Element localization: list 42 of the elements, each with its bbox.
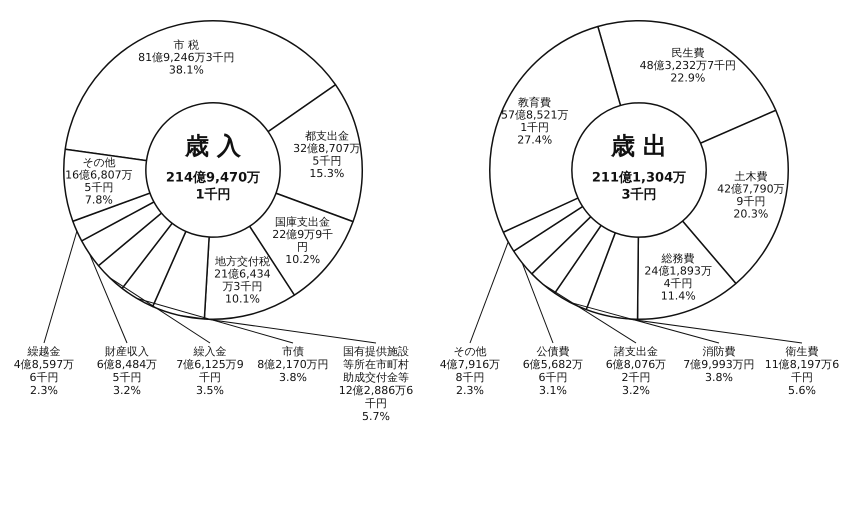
slice-label: 土木費 bbox=[734, 170, 768, 183]
slice-label: その他 bbox=[454, 344, 486, 358]
slice-label: 衛生費 bbox=[786, 344, 818, 358]
data-label: 4億7,916万 8千円 2.3% bbox=[440, 358, 500, 397]
slice-label: 繰越金 bbox=[26, 344, 60, 358]
slice-label: 国庫支出金 bbox=[275, 216, 330, 229]
data-label: 4億8,597万 6千円 2.3% bbox=[14, 358, 74, 397]
slice-label: 地方交付税 bbox=[214, 255, 270, 268]
data-label: 11億8,197万6千円 5.6% bbox=[764, 358, 840, 397]
slice-label: 国有提供施設等所在市町村助成交付金等 bbox=[343, 344, 409, 384]
data-label: 42億7,790万 9千円 20.3% bbox=[717, 182, 785, 220]
slice-label: 市 税 bbox=[174, 38, 200, 52]
data-label: 7億6,125万9千円 3.5% bbox=[176, 358, 244, 397]
slice-label: 民生費 bbox=[671, 46, 704, 60]
data-label: 57億8,521万 1千円 27.4% bbox=[500, 108, 568, 147]
slice-label: 公債費 bbox=[536, 344, 570, 358]
data-label: 12億2,886万6千円 5.7% bbox=[338, 384, 414, 423]
text: 歳 入 bbox=[184, 132, 242, 160]
data-label: 6億8,484万 5千円 3.2% bbox=[96, 358, 158, 397]
slice-label: 都支出金 bbox=[304, 130, 349, 143]
data-label: 8億2,170万円 3.8% bbox=[257, 358, 329, 384]
slice-label: 財産収入 bbox=[105, 344, 149, 358]
data-label: 32億8,707万 5千円 15.3% bbox=[293, 142, 361, 180]
slice-label: 消防費 bbox=[702, 344, 736, 358]
data-label: 6億5,682万 6千円 3.1% bbox=[522, 358, 584, 397]
slice-label: 総務費 bbox=[660, 252, 695, 265]
data-label: 21億6,434万3千円 10.1% bbox=[214, 268, 271, 306]
data-label: 7億9,993万円 3.8% bbox=[683, 358, 755, 384]
data-label: 48億3,232万7千円 22.9% bbox=[640, 59, 736, 85]
slice-label: 繰入金 bbox=[192, 344, 226, 358]
data-label: 24億1,893万4千円 11.4% bbox=[644, 264, 712, 302]
data-label: 6億8,076万 2千円 3.2% bbox=[606, 358, 666, 397]
data-label: 81億9,246万3千円 38.1% bbox=[138, 51, 235, 77]
text: 214億9,470万 1千円 bbox=[166, 169, 260, 202]
data-label: 16億6,807万 5千円 7.8% bbox=[65, 168, 133, 207]
slice-label: 諸支出金 bbox=[614, 344, 658, 358]
text: 歳 出 bbox=[610, 132, 668, 160]
slice-label: 市債 bbox=[282, 344, 304, 358]
slice-label: 教育費 bbox=[518, 96, 552, 110]
text: 211億1,304万 3千円 bbox=[592, 169, 686, 202]
data-label: 22億9万9千円 10.2% bbox=[272, 228, 334, 266]
slice-label: その他 bbox=[82, 156, 116, 170]
